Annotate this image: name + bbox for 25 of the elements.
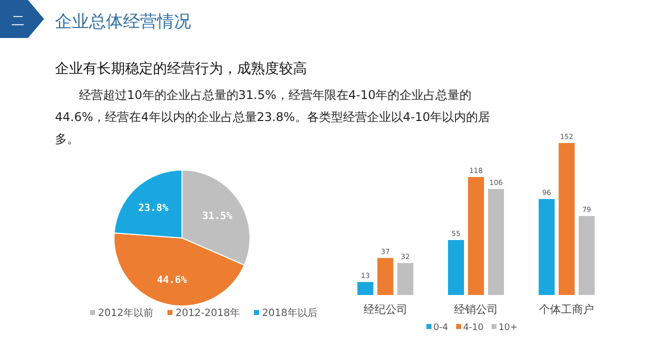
bar — [538, 199, 555, 295]
legend-label: 2012-2018年 — [175, 307, 240, 319]
x-tick-label: 经销公司 — [454, 303, 498, 316]
x-tick-label: 经纪公司 — [363, 303, 408, 316]
bar — [377, 258, 394, 295]
bar — [448, 240, 464, 295]
bar — [488, 189, 504, 295]
legend-label: 2012年以前 — [98, 307, 154, 319]
legend-label: 0-4 — [433, 323, 448, 333]
legend-label: 2018年以后 — [262, 307, 318, 319]
text: 二 — [12, 14, 24, 29]
legend-label: 10+ — [498, 323, 518, 333]
data-label: 23.8% — [138, 203, 168, 214]
data-label: 44.6% — [156, 274, 187, 286]
bar — [578, 216, 595, 295]
annotation: 经营超过10年的企业占总量的31.5%，经营年限在4-10年的企业占总量的44.6%，经营在4年以内的企业占总量23.8%。各类型经营企业以4-10年以内的居多。 — [55, 87, 492, 148]
chart-subtitle: 企业有长期稳定的经营行为，成熟度较高 — [55, 60, 307, 78]
bar — [468, 177, 484, 295]
chart-title: 企业总体经营情况 — [55, 11, 191, 33]
legend-label: 4-10 — [463, 323, 484, 333]
x-tick-label: 个体工商户 — [539, 303, 594, 316]
data-label: 31.5% — [202, 210, 232, 222]
bar — [397, 263, 414, 295]
bar — [558, 143, 575, 295]
bar — [357, 282, 374, 295]
